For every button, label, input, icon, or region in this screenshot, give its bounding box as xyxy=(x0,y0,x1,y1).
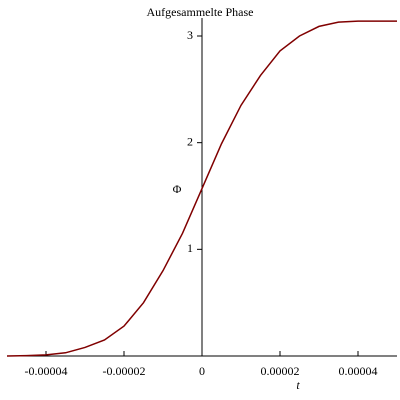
x-tick-label: -0.00002 xyxy=(103,364,146,378)
x-tick-label: 0.00004 xyxy=(339,364,378,378)
line-series xyxy=(6,20,397,357)
y-tick-label: 3 xyxy=(187,28,193,42)
y-tick-label: 2 xyxy=(187,134,193,148)
y-tick-label: 1 xyxy=(187,241,193,255)
y-axis-label: Φ xyxy=(173,182,182,196)
x-axis-label: t xyxy=(296,378,300,392)
chart-title: Aufgesammelte Phase xyxy=(147,5,254,19)
x-tick-label: -0.00004 xyxy=(25,364,68,378)
x-tick-label: 0.00002 xyxy=(261,364,300,378)
x-tick-label: 0 xyxy=(199,364,205,378)
